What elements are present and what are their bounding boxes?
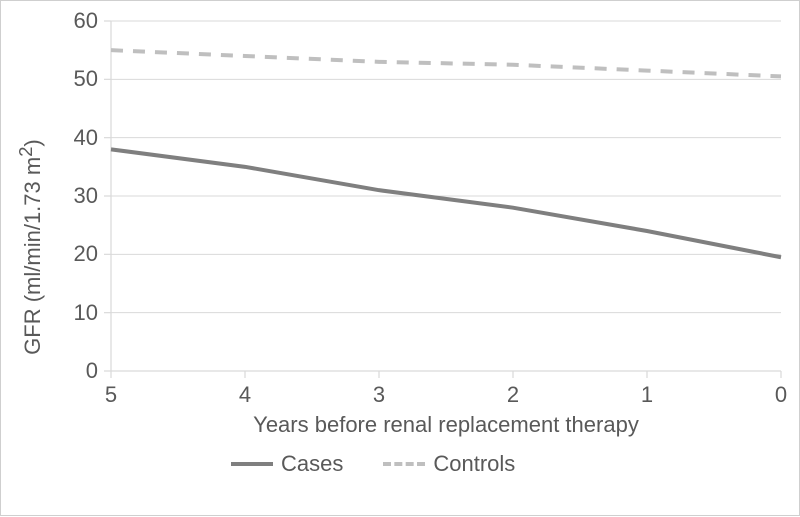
series-cases: [111, 149, 781, 257]
y-tick-label: 0: [86, 358, 98, 384]
y-tick-label: 20: [74, 241, 98, 267]
x-axis-label: Years before renal replacement therapy: [111, 412, 781, 438]
y-tick-label: 10: [74, 300, 98, 326]
y-axis-label: GFR (ml/min/1.73 m2): [15, 139, 46, 355]
x-tick-label: 2: [498, 382, 528, 408]
legend-item-cases: Cases: [231, 451, 343, 477]
legend: Cases Controls: [231, 451, 515, 477]
legend-label: Controls: [433, 451, 515, 477]
series-controls: [111, 50, 781, 76]
legend-item-controls: Controls: [383, 451, 515, 477]
y-tick-label: 40: [74, 125, 98, 151]
y-tick-label: 60: [74, 8, 98, 34]
x-tick-label: 5: [96, 382, 126, 408]
legend-swatch-icon: [231, 462, 273, 466]
y-tick-label: 50: [74, 66, 98, 92]
y-tick-label: 30: [74, 183, 98, 209]
x-tick-label: 0: [766, 382, 796, 408]
line-chart: [1, 1, 800, 517]
legend-label: Cases: [281, 451, 343, 477]
x-tick-label: 3: [364, 382, 394, 408]
x-tick-label: 1: [632, 382, 662, 408]
x-tick-label: 4: [230, 382, 260, 408]
legend-swatch-icon: [383, 462, 425, 466]
chart-frame: GFR (ml/min/1.73 m2) Years before renal …: [0, 0, 800, 516]
